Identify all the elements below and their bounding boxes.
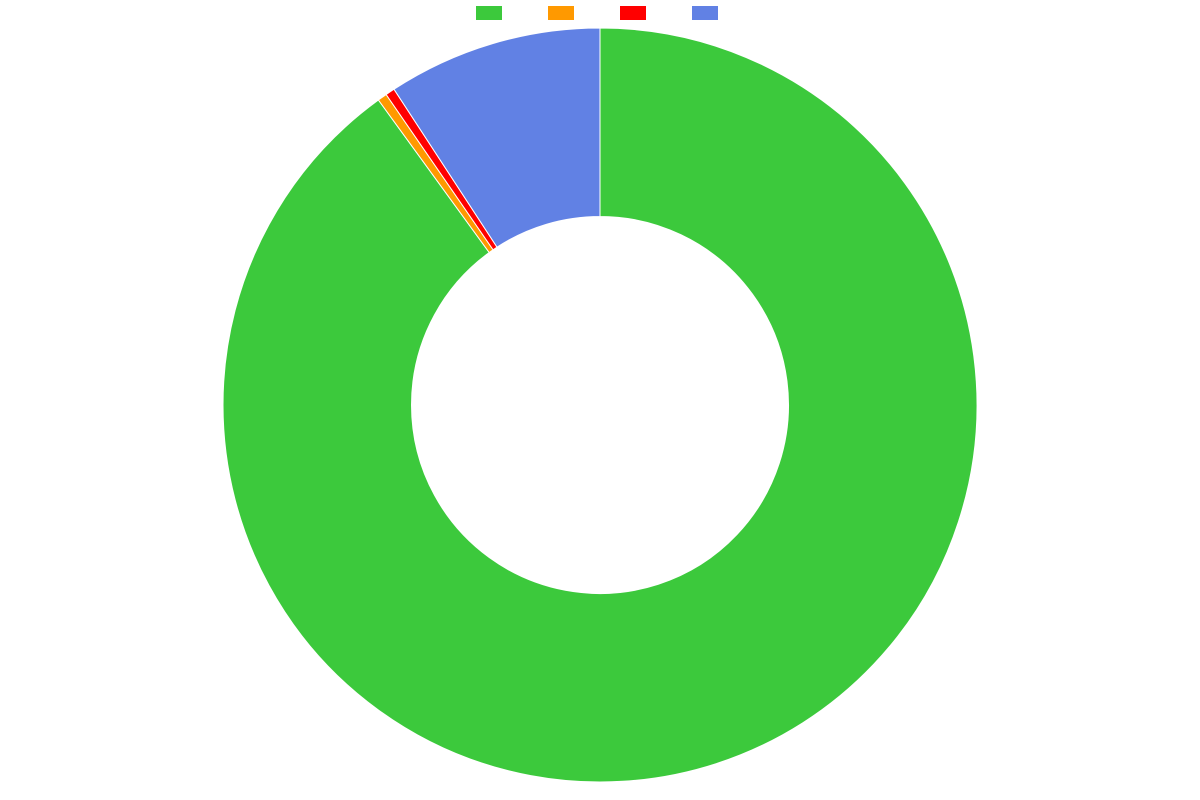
legend-swatch-0	[476, 6, 502, 20]
legend-swatch-2	[620, 6, 646, 20]
donut-holder	[219, 24, 981, 791]
legend-item-0	[476, 6, 508, 20]
donut-chart	[219, 24, 981, 786]
legend-swatch-1	[548, 6, 574, 20]
legend	[0, 6, 1200, 20]
legend-swatch-3	[692, 6, 718, 20]
donut-chart-container	[0, 0, 1200, 800]
legend-item-2	[620, 6, 652, 20]
legend-item-1	[548, 6, 580, 20]
legend-item-3	[692, 6, 724, 20]
